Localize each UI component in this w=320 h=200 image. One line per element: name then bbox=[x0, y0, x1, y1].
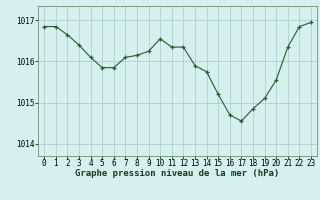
X-axis label: Graphe pression niveau de la mer (hPa): Graphe pression niveau de la mer (hPa) bbox=[76, 169, 280, 178]
